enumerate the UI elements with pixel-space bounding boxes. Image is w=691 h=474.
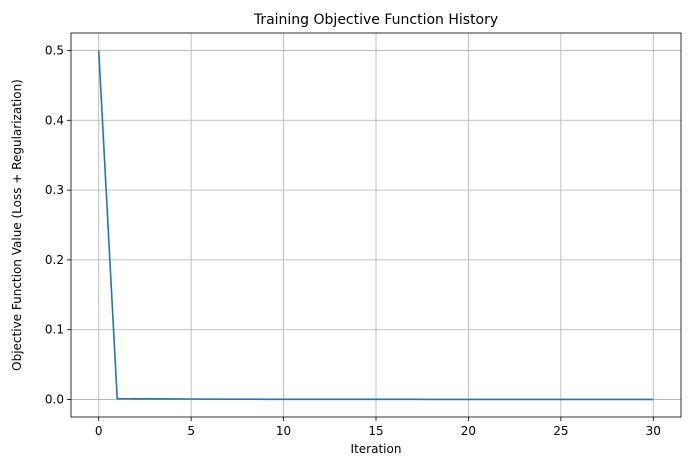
y-tick-label: 0.2 (45, 253, 64, 267)
y-axis-title: Objective Function Value (Loss + Regular… (10, 79, 24, 371)
chart-title: Training Objective Function History (253, 12, 498, 28)
x-tick-label: 25 (553, 424, 568, 438)
y-tick-label: 0.5 (45, 43, 64, 57)
x-axis-title: Iteration (351, 442, 402, 456)
y-tick-label: 0.4 (45, 113, 64, 127)
y-tick-label: 0.0 (45, 393, 64, 407)
x-tick-label: 15 (368, 424, 383, 438)
y-tick-label: 0.3 (45, 183, 64, 197)
x-tick-label: 30 (646, 424, 661, 438)
x-tick-label: 10 (276, 424, 291, 438)
y-tick-label: 0.1 (45, 323, 64, 337)
x-tick-label: 5 (187, 424, 195, 438)
x-tick-label: 20 (461, 424, 476, 438)
x-tick-label: 0 (95, 424, 103, 438)
